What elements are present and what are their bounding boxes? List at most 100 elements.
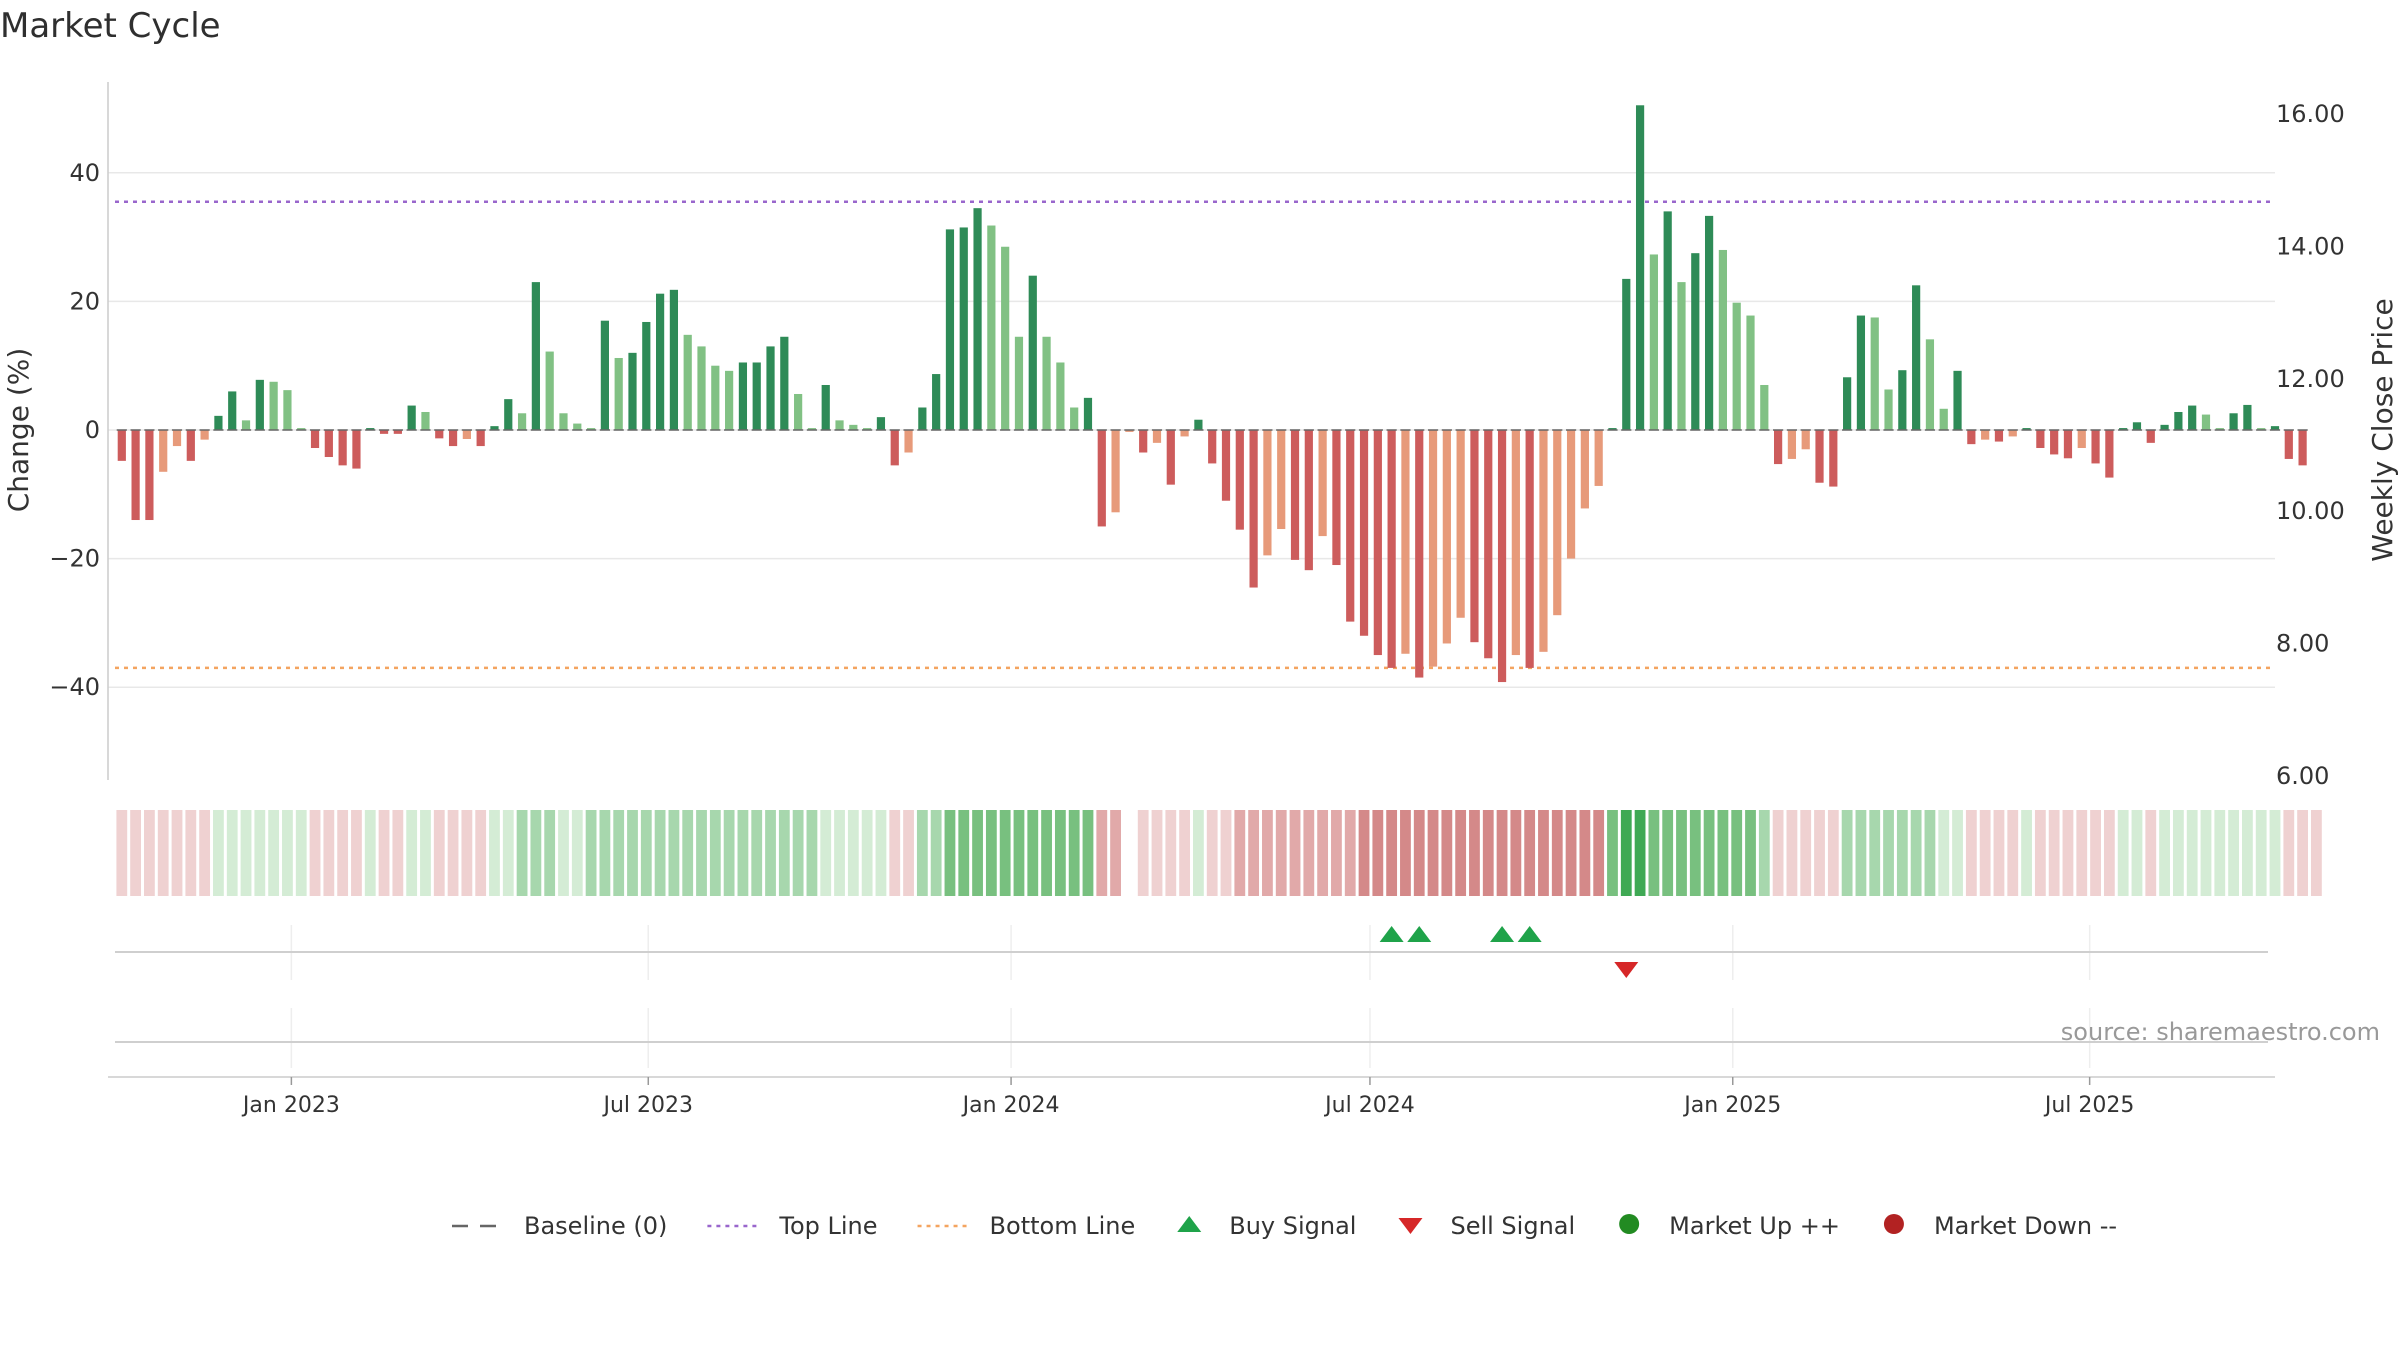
y-right-axis-title: Weekly Close Price <box>2366 298 2399 561</box>
change-bar <box>945 229 955 430</box>
x-tick-label: Jul 2023 <box>602 1093 694 1118</box>
change-bar <box>1663 211 1672 430</box>
change-bar <box>241 420 251 430</box>
source-label: source: sharemaestro.com <box>2061 1018 2380 1046</box>
change-bar <box>1346 430 1355 622</box>
regime-cell <box>930 810 942 896</box>
y-right-tick-label: 14.00 <box>2276 232 2345 260</box>
regime-cell <box>958 810 970 896</box>
change-bar <box>1152 430 1162 443</box>
legend-item: Sell Signal <box>1398 1212 1575 1240</box>
change-bar <box>2160 424 2169 430</box>
regime-cell <box>847 810 859 896</box>
change-bar <box>1994 430 2004 442</box>
regime-cell <box>1275 810 1287 896</box>
regime-cell <box>406 810 418 896</box>
regime-cell <box>2311 810 2322 896</box>
regime-cell <box>378 810 390 896</box>
change-bar <box>1428 430 1438 667</box>
regime-cell <box>1689 810 1701 896</box>
change-bar <box>1221 430 1231 501</box>
change-bar <box>1470 430 1479 643</box>
change-bar <box>794 393 803 430</box>
change-bar <box>1829 430 1838 487</box>
buy-signal-marker <box>1407 926 1432 942</box>
change-bar <box>1332 430 1341 566</box>
regime-cell <box>282 810 293 896</box>
regime-cell <box>268 810 280 896</box>
regime-cell <box>778 810 790 896</box>
change-bar <box>669 289 679 430</box>
change-bar <box>435 430 444 439</box>
regime-cell <box>157 810 169 896</box>
regime-cell <box>640 810 652 896</box>
change-bar <box>476 430 485 447</box>
regime-cell <box>489 810 500 896</box>
change-bar <box>131 430 140 521</box>
regime-cell <box>696 810 707 896</box>
regime-cell <box>213 810 224 896</box>
change-bar <box>1387 430 1396 668</box>
change-bar <box>186 430 195 461</box>
change-bar <box>628 352 637 430</box>
change-bar <box>1635 105 1645 430</box>
regime-cell <box>682 810 694 896</box>
regime-cell <box>1317 810 1329 896</box>
regime-cell <box>1248 810 1260 896</box>
change-bar <box>586 428 596 430</box>
change-bar <box>1580 430 1589 509</box>
regime-cell <box>1193 810 1204 896</box>
change-bar <box>1649 254 1658 430</box>
regime-cell <box>1607 810 1618 896</box>
change-bar <box>1042 336 1051 430</box>
regime-cell <box>420 810 431 896</box>
regime-cell <box>2021 810 2032 896</box>
regime-cell <box>903 810 914 896</box>
legend-market-up-swatch <box>1619 1214 1640 1234</box>
y-tick-label: −40 <box>49 673 100 701</box>
bars-layer <box>116 105 2308 683</box>
regime-cell <box>1758 810 1770 896</box>
regime-cell <box>1303 810 1315 896</box>
change-bar <box>490 426 499 430</box>
change-bar <box>2257 428 2266 430</box>
regime-cell <box>1731 810 1743 896</box>
change-bar <box>1953 370 1962 430</box>
regime-cell <box>2241 810 2253 896</box>
regime-cell <box>447 810 459 896</box>
change-bar <box>2243 404 2252 430</box>
change-bar <box>421 411 430 430</box>
change-bar <box>545 351 554 430</box>
change-bar <box>2050 430 2059 455</box>
regime-cell <box>1993 810 2005 896</box>
change-bar <box>1263 430 1272 556</box>
change-bar <box>987 225 996 430</box>
regime-cell <box>1289 810 1301 896</box>
regime-cell <box>1593 810 1605 896</box>
x-tick-label: Jul 2025 <box>2043 1093 2135 1118</box>
regime-cell <box>1496 810 1508 896</box>
change-bar <box>1622 278 1631 430</box>
regime-cell <box>1745 810 1756 896</box>
change-bar <box>1608 428 1617 430</box>
regime-strip <box>116 810 2322 896</box>
regime-cell <box>654 810 666 896</box>
regime-cell <box>2007 810 2019 896</box>
change-bar <box>1691 253 1700 430</box>
change-bar <box>573 423 582 430</box>
regime-cell <box>1565 810 1577 896</box>
x-axis: Jan 2023 Jul 2023 Jan 2024 Jul 2024 Jan 2025… <box>108 1076 2275 1118</box>
legend-label: Buy Signal <box>1229 1212 1356 1240</box>
regime-cell <box>2117 810 2129 896</box>
change-bar <box>683 334 692 430</box>
change-bar <box>2229 413 2238 430</box>
change-bar <box>172 430 182 447</box>
buy-signal-marker <box>1490 926 1515 942</box>
regime-cell <box>544 810 556 896</box>
change-bar <box>448 430 458 447</box>
change-bar <box>2188 405 2197 430</box>
change-bar <box>1373 430 1382 656</box>
change-bar <box>1484 430 1493 659</box>
change-bar <box>821 384 830 430</box>
regime-cell <box>1358 810 1370 896</box>
